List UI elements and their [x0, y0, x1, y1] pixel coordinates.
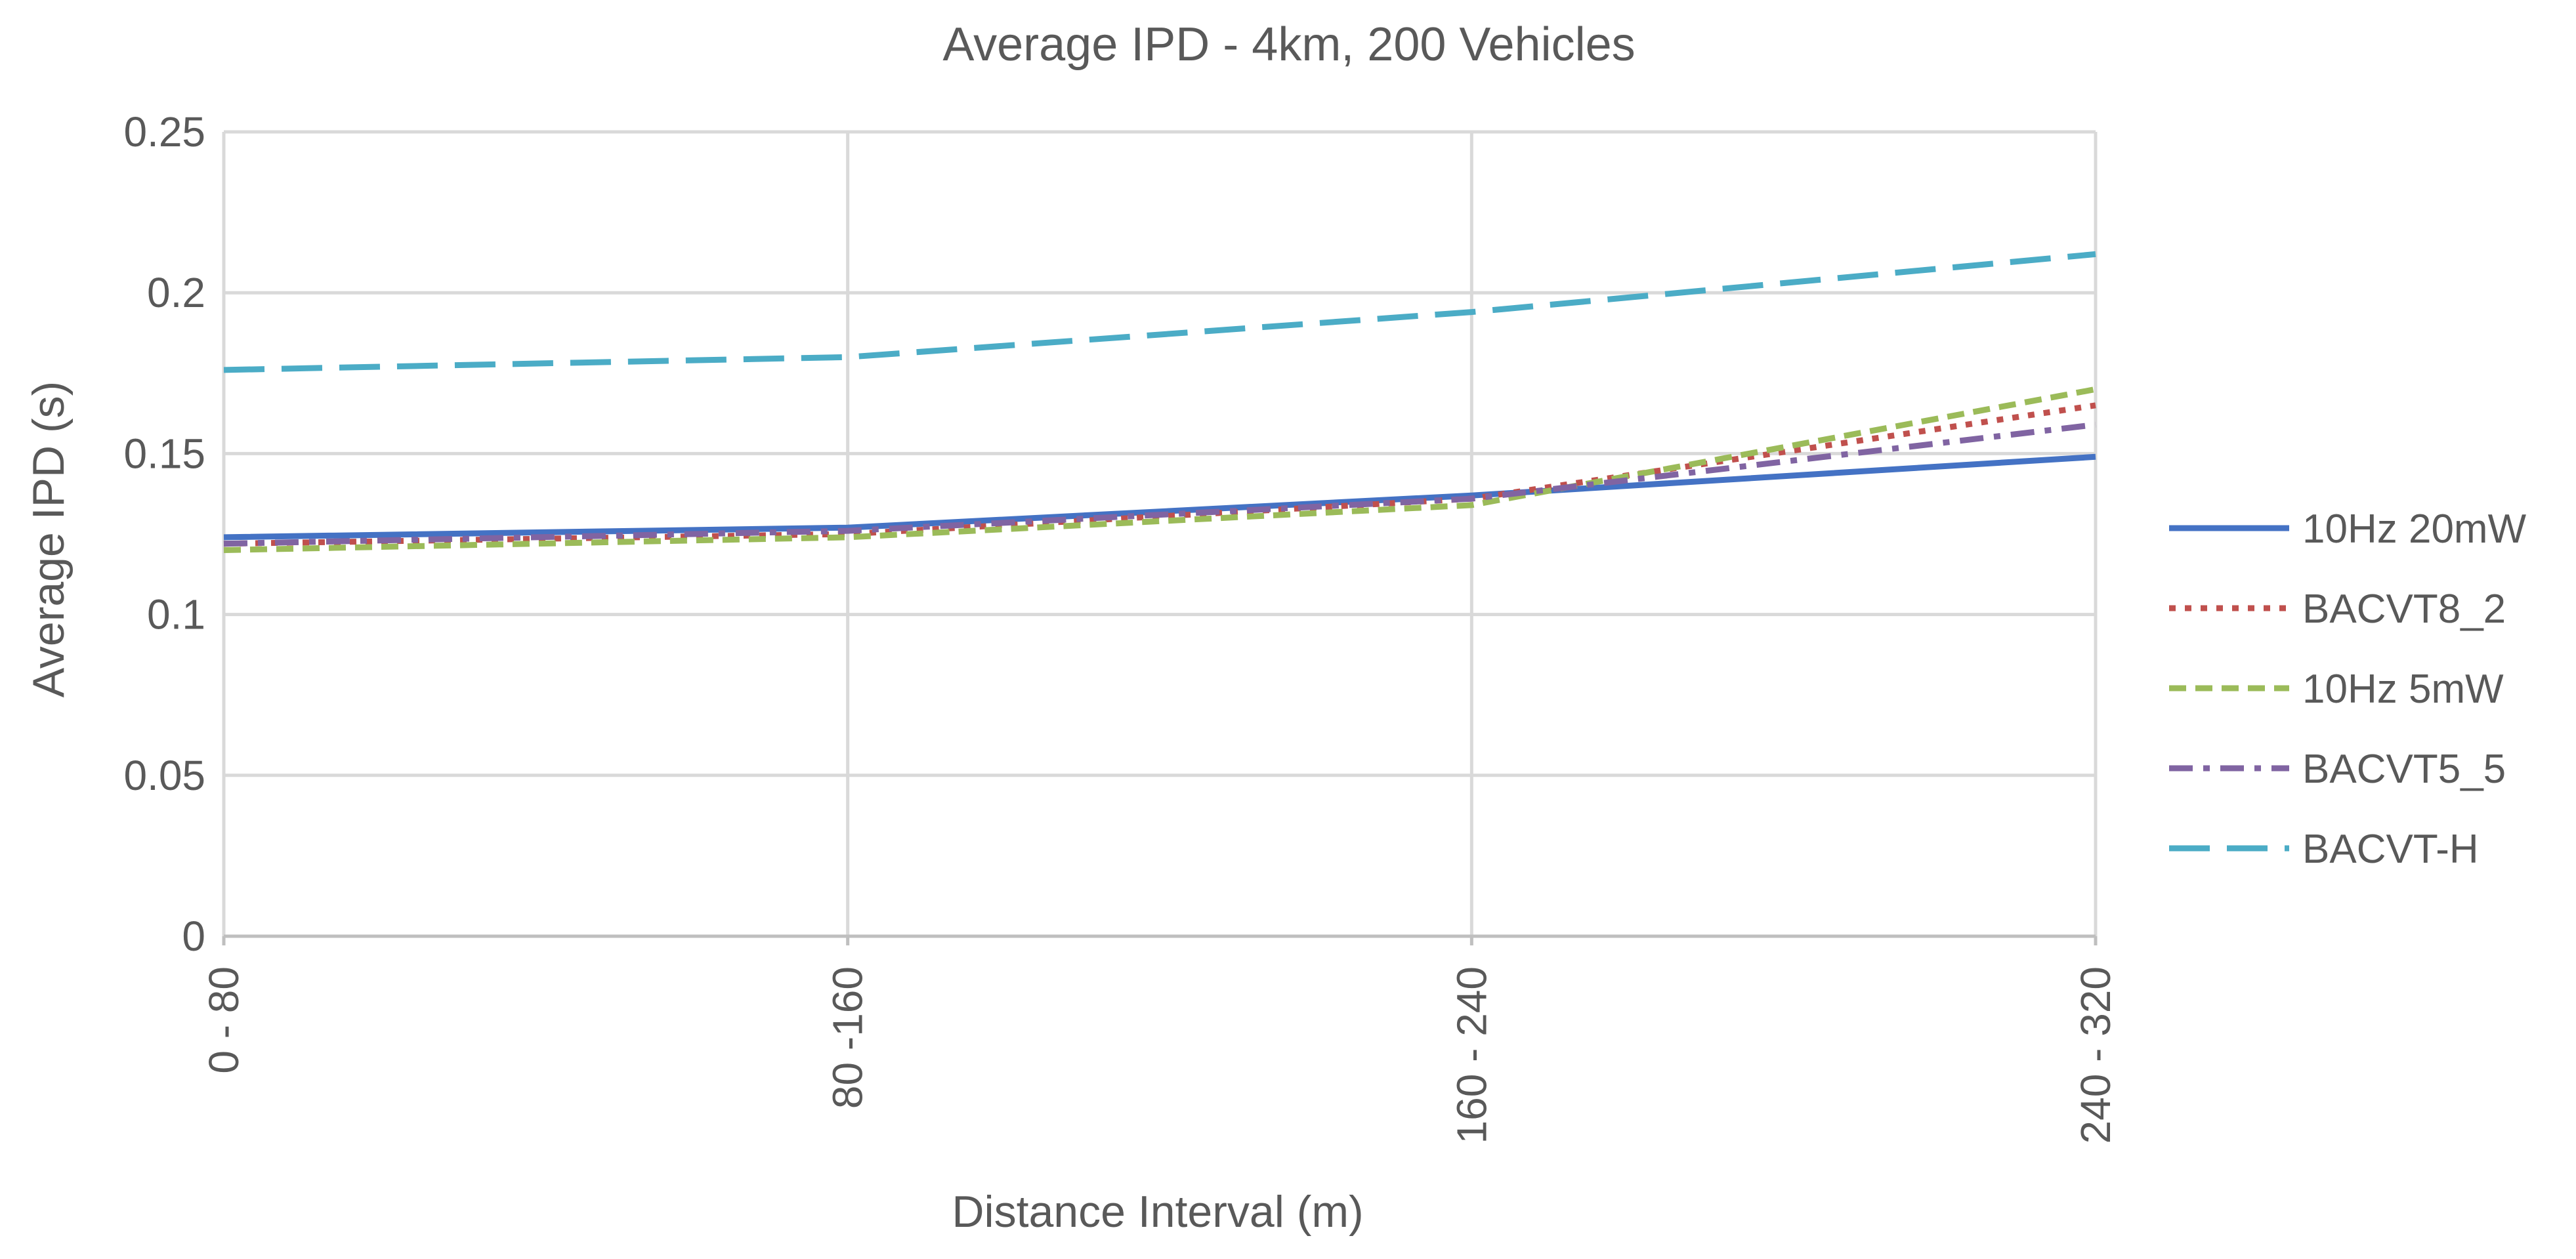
x-tick-labels: 0 - 80 80 -160 160 - 240 240 - 320 — [200, 966, 2119, 1144]
series-line-10hz-20mw — [223, 453, 2096, 541]
y-tick-label: 0.25 — [123, 108, 205, 155]
series-line-bacvt8-2 — [223, 402, 2096, 547]
legend-label: BACVT8_2 — [2302, 587, 2506, 632]
x-axis-title: Distance Interval (m) — [952, 1187, 1363, 1237]
y-axis-title: Average IPD (s) — [24, 381, 74, 697]
series-line-bacvt5-5 — [223, 421, 2096, 547]
legend-label: 10Hz 20mW — [2302, 506, 2527, 552]
x-tick-label: 160 - 240 — [1448, 966, 1495, 1144]
x-tick-label: 0 - 80 — [200, 966, 247, 1074]
axes — [222, 934, 2098, 945]
y-tick-label: 0 — [182, 913, 205, 960]
series-lines — [223, 251, 2096, 553]
legend: 10Hz 20mW BACVT8_2 10Hz 5mW BACVT5_5 BACVT-H — [2169, 506, 2527, 872]
y-tick-label: 0.15 — [123, 430, 205, 477]
legend-label: BACVT5_5 — [2302, 747, 2506, 792]
chart-title: Average IPD - 4km, 200 Vehicles — [942, 18, 1635, 71]
series-line-bacvt-h — [223, 251, 2096, 373]
y-tick-label: 0.2 — [147, 269, 205, 316]
legend-label: BACVT-H — [2302, 827, 2479, 872]
x-tick-label: 240 - 320 — [2072, 966, 2119, 1144]
x-tick-label: 80 -160 — [824, 966, 872, 1109]
y-tick-label: 0.1 — [147, 591, 205, 638]
y-tick-label: 0.05 — [123, 752, 205, 799]
gridlines — [222, 130, 2098, 936]
y-tick-labels: 0 0.05 0.1 0.15 0.2 0.25 — [123, 108, 205, 960]
legend-label: 10Hz 5mW — [2302, 667, 2504, 712]
